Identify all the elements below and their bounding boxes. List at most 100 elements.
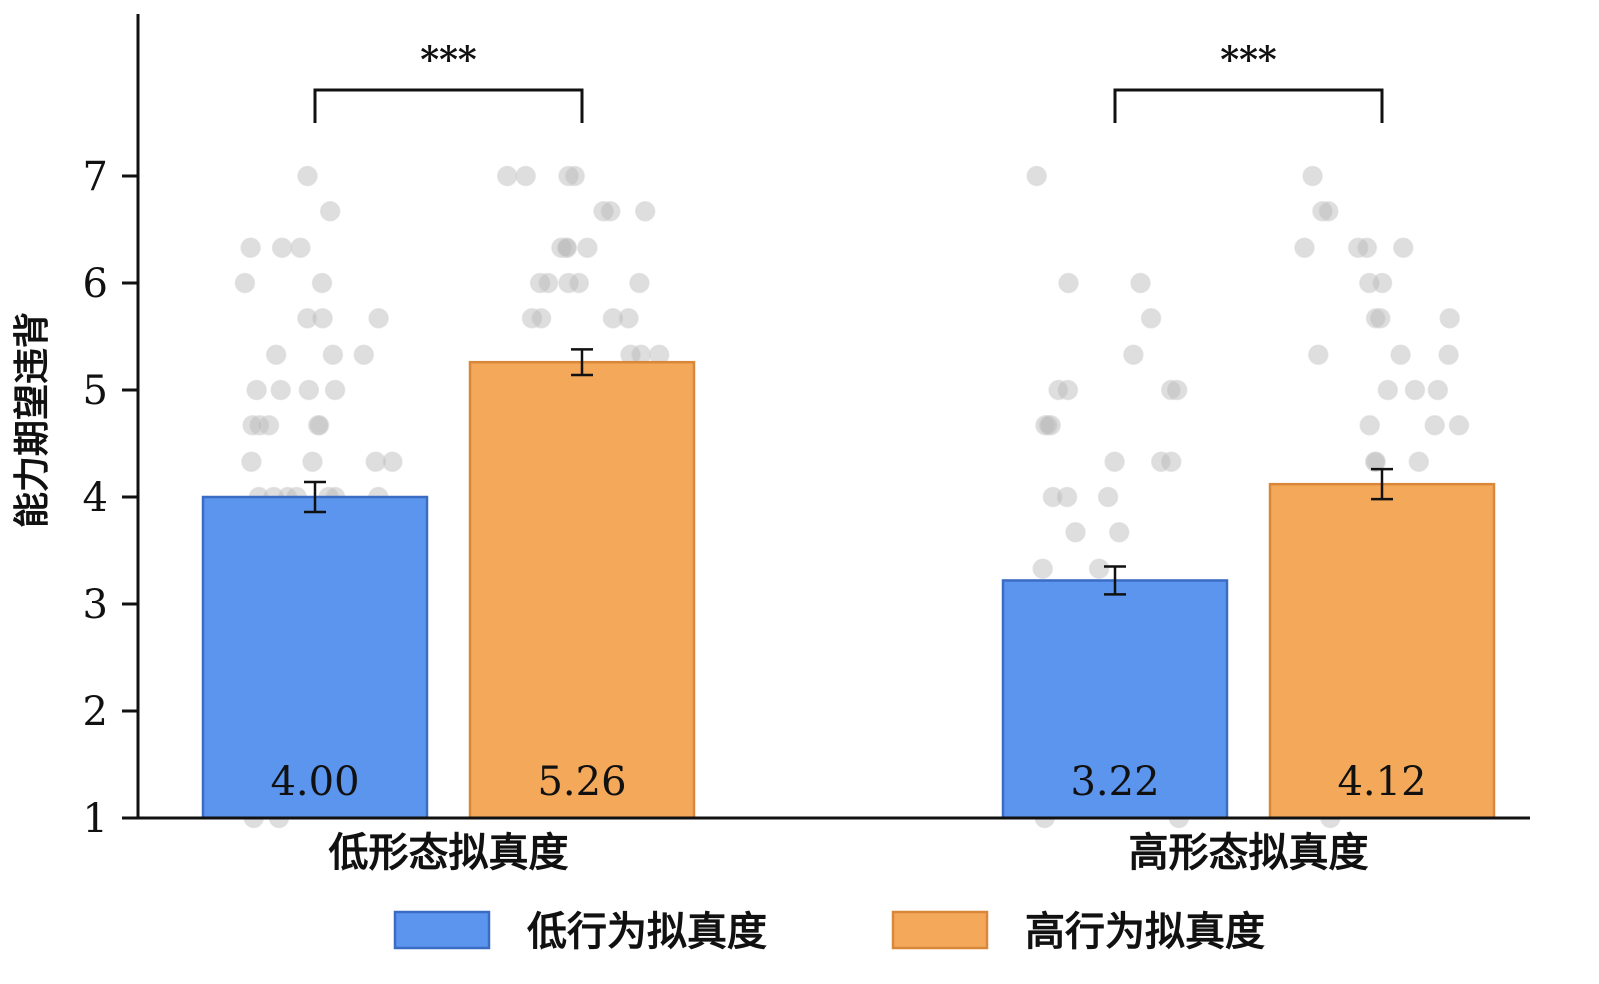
y-tick-label: 2 <box>83 689 108 735</box>
scatter-point <box>558 272 579 294</box>
value-label-1-1: 4.00 <box>270 759 359 805</box>
scatter-point <box>1097 486 1119 508</box>
scatter-point <box>530 308 552 329</box>
scatter-point <box>618 308 639 329</box>
scatter-point <box>324 379 346 401</box>
scatter-point <box>1371 272 1393 294</box>
scatter-point <box>1140 308 1162 329</box>
scatter-point <box>1312 201 1333 222</box>
scatter-point <box>556 237 577 258</box>
scatter-point <box>240 237 261 258</box>
significance-brackets: *** *** <box>313 39 1384 123</box>
significance-bracket-1 <box>313 88 584 123</box>
scatter-point <box>1404 379 1426 401</box>
scatter-point <box>246 379 267 401</box>
scatter-point <box>1424 415 1445 436</box>
significance-bracket-2 <box>1113 88 1384 123</box>
y-tick-label: 3 <box>83 582 108 628</box>
scatter-point <box>270 379 291 401</box>
scatter-point <box>1393 237 1414 258</box>
scatter-point <box>249 415 271 436</box>
bar-2-2 <box>1268 482 1496 820</box>
error-bars <box>304 348 1393 596</box>
scatter-point <box>368 308 389 329</box>
scatter-point <box>515 165 536 187</box>
scatter-point <box>297 308 318 329</box>
category-label-2: 高形态拟真度 <box>1129 830 1369 876</box>
scatter-point <box>1377 379 1399 401</box>
scatter-point <box>302 451 323 472</box>
scatter-point <box>600 201 621 222</box>
y-tick-label: 7 <box>83 154 108 200</box>
scatter-point <box>319 201 341 222</box>
legend-swatch-1 <box>393 910 491 950</box>
scatter-point <box>1294 237 1315 258</box>
scatter-point <box>1048 379 1069 401</box>
legend: 低行为拟真度 高行为拟真度 <box>393 909 1265 955</box>
scatter-point <box>602 308 624 329</box>
scatter-point <box>551 237 572 258</box>
scatter-point <box>1438 344 1459 365</box>
bar-1-2 <box>468 360 696 820</box>
scatter-point <box>1150 451 1172 472</box>
scatter-point <box>297 165 318 187</box>
bars <box>201 360 1496 820</box>
scatter-point <box>1160 379 1182 401</box>
scatter-point <box>1056 486 1078 508</box>
scatter-point <box>241 451 262 472</box>
scatter-point <box>308 415 330 436</box>
value-label-1-2: 5.26 <box>537 759 626 805</box>
scatter-point <box>265 344 287 365</box>
y-tick-label: 1 <box>83 796 108 842</box>
legend-swatch-2 <box>891 910 989 950</box>
scatter-point <box>1408 451 1430 472</box>
scatter-point <box>1439 308 1460 329</box>
scatter-point <box>365 451 386 472</box>
scatter-point <box>1365 308 1387 329</box>
scatter-point <box>382 451 403 472</box>
scatter-point <box>1058 272 1079 294</box>
scatter-point <box>1026 165 1047 187</box>
scatter-point <box>629 272 650 294</box>
scatter-point <box>634 201 656 222</box>
scatter-point <box>1088 558 1110 579</box>
bar-1-1 <box>201 495 429 820</box>
y-axis-label: 能力期望违背 <box>12 312 53 528</box>
scatter-point <box>1042 486 1064 508</box>
category-label-1: 低形态拟真度 <box>329 830 569 876</box>
scatter-point <box>234 272 256 294</box>
scatter-point <box>1359 415 1380 436</box>
scatter-point <box>1108 522 1130 543</box>
scatter-point <box>1123 344 1144 365</box>
scatter-point <box>1356 237 1378 258</box>
scatter-point <box>312 308 333 329</box>
scatter-point <box>1318 201 1339 222</box>
scatter-point <box>1448 415 1470 436</box>
value-label-2-2: 4.12 <box>1337 759 1426 805</box>
y-tick-label: 6 <box>83 261 108 307</box>
scatter-point <box>298 379 320 401</box>
scatter-point <box>1308 344 1329 365</box>
significance-label-2: *** <box>1220 39 1277 81</box>
scatter-point <box>311 272 333 294</box>
scatter-point <box>568 272 590 294</box>
scatter-point <box>1427 379 1449 401</box>
legend-label-2: 高行为拟真度 <box>1025 909 1265 955</box>
scatter-point <box>1302 165 1323 187</box>
scatter-point <box>271 237 293 258</box>
scatter-point <box>1347 237 1369 258</box>
scatter-point <box>1032 558 1053 579</box>
scatter-point <box>1390 344 1411 365</box>
scatter-point <box>564 165 585 187</box>
scatter-point <box>1166 379 1188 401</box>
scatter-point <box>558 165 579 187</box>
significance-label-1: *** <box>420 39 477 81</box>
scatter-point <box>1037 415 1059 436</box>
y-tick-label: 5 <box>83 368 108 414</box>
value-label-2-1: 3.22 <box>1070 759 1159 805</box>
scatter-point <box>353 344 375 365</box>
scatter-point <box>1365 451 1386 472</box>
y-tick-label: 4 <box>83 475 108 521</box>
scatter-point <box>242 415 263 436</box>
